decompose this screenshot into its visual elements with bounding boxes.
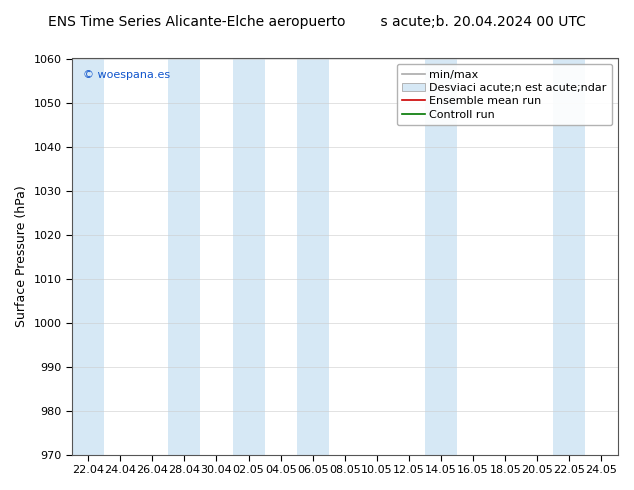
- Legend: min/max, Desviaci acute;n est acute;ndar, Ensemble mean run, Controll run: min/max, Desviaci acute;n est acute;ndar…: [397, 64, 612, 125]
- Bar: [297, 58, 329, 455]
- Bar: [233, 58, 264, 455]
- Bar: [169, 58, 200, 455]
- Bar: [425, 58, 457, 455]
- Text: © woespana.es: © woespana.es: [83, 71, 170, 80]
- Bar: [553, 58, 585, 455]
- Text: ENS Time Series Alicante-Elche aeropuerto        s acute;b. 20.04.2024 00 UTC: ENS Time Series Alicante-Elche aeropuert…: [48, 15, 586, 29]
- Bar: [72, 58, 104, 455]
- Y-axis label: Surface Pressure (hPa): Surface Pressure (hPa): [15, 186, 28, 327]
